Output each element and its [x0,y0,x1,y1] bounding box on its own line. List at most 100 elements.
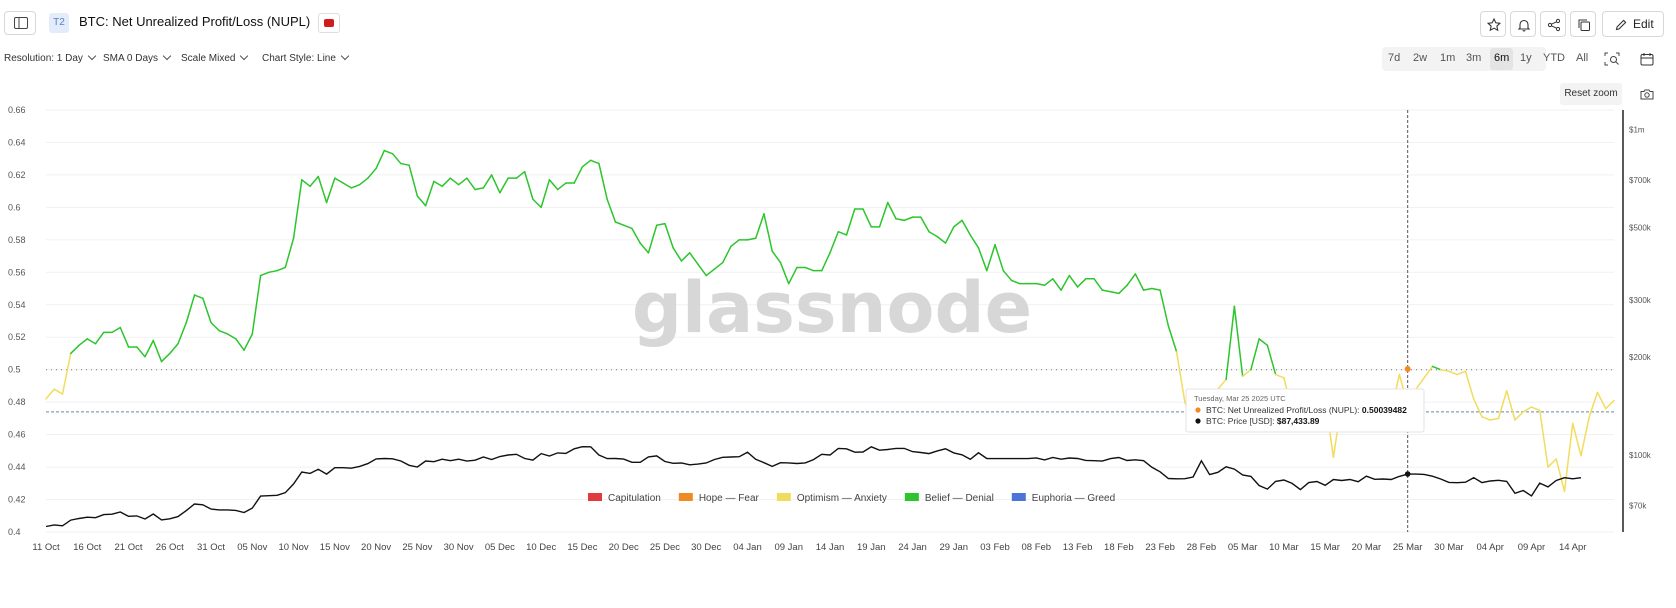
nupl-segment [903,216,914,222]
share-button[interactable] [1540,11,1566,37]
nupl-segment [986,243,996,272]
copy-icon [1578,19,1590,31]
nupl-segment [61,352,72,395]
nupl-segment [400,162,410,166]
nupl-segment [1043,278,1054,287]
legend-item[interactable]: Capitulation [608,493,661,504]
nupl-segment [1431,365,1442,371]
nupl-segment [606,198,617,223]
x-tick-label: 11 Oct [32,542,60,553]
resolution-label: Resolution: 1 Day [4,53,83,64]
range-ytd[interactable]: YTD [1543,52,1565,64]
nupl-segment [218,329,229,335]
range-selector [1382,47,1546,71]
alert-button[interactable] [1510,11,1536,37]
nupl-segment [746,237,757,241]
nupl-segment [334,177,344,184]
nupl-segment [466,177,476,191]
resolution-select[interactable]: Resolution: 1 Day [4,51,97,64]
nupl-segment [1175,351,1186,403]
nupl-segment [573,166,584,184]
nupl-segment [169,342,179,355]
y-tick-label: 0.48 [8,397,26,407]
nupl-segment [1134,273,1145,291]
nupl-segment [1505,390,1516,421]
share-icon [1547,18,1561,32]
nupl-segment [325,177,336,204]
nupl-segment [1464,370,1475,400]
nupl-segment [920,216,930,233]
sma-select[interactable]: SMA 0 Days [103,51,172,64]
nupl-segment [1258,338,1269,347]
camera-icon[interactable] [1640,88,1654,100]
x-tick-label: 30 Dec [691,542,721,553]
x-tick-label: 30 Mar [1434,542,1464,553]
y-tick-label: 0.42 [8,495,26,505]
nupl-segment [416,195,427,207]
nupl-segment [1274,373,1285,379]
nupl-segment [705,268,716,277]
nupl-segment [94,331,105,345]
nupl-segment [664,222,674,249]
nupl-segment [1563,422,1574,493]
calendar-icon[interactable] [1640,52,1654,66]
zoom-select-icon[interactable] [1604,52,1620,66]
legend-item[interactable]: Euphoria — Greed [1032,493,1115,504]
nupl-segment [1035,282,1046,287]
nupl-segment [1439,368,1450,373]
sidebar-toggle-button[interactable] [4,11,36,35]
legend-item[interactable]: Belief — Denial [925,493,994,504]
range-2w[interactable]: 2w [1413,52,1428,64]
range-7d[interactable]: 7d [1388,52,1401,64]
chart-style-select[interactable]: Chart Style: Line [262,51,350,64]
y-tick-label: 0.66 [8,105,26,115]
nupl-segment [276,266,287,272]
nupl-segment [144,339,155,358]
x-tick-label: 08 Feb [1022,542,1052,553]
nupl-segment [408,164,419,197]
range-all[interactable]: All [1576,52,1589,64]
y-tick-label: 0.58 [8,235,26,245]
nupl-segment [119,326,130,348]
nupl-segment [895,217,906,222]
nupl-segment [969,234,980,249]
copy-button[interactable] [1570,11,1596,37]
range-1y[interactable]: 1y [1520,52,1532,64]
nupl-segment [152,339,163,363]
x-tick-label: 26 Oct [156,542,184,553]
edit-button[interactable]: Edit [1602,11,1664,37]
nupl-segment [441,177,452,188]
tooltip-price-label: BTC: Price [USD]: [1206,416,1274,426]
nupl-segment [474,187,485,191]
nupl-segment [342,182,353,189]
tooltip-price-dot [1195,418,1201,424]
youtube-button[interactable] [318,13,340,33]
legend-item[interactable]: Optimism — Anxiety [797,493,887,504]
nupl-segment [1010,279,1021,285]
legend-item[interactable]: Hope — Fear [699,493,760,504]
nupl-segment [1052,278,1062,291]
y-tick-label: 0.6 [8,202,21,212]
range-6m[interactable]: 6m [1494,52,1510,64]
scale-select[interactable]: Scale Mixed [181,51,249,64]
bell-icon [1517,19,1531,32]
nupl-segment [136,346,146,358]
range-1m[interactable]: 1m [1440,52,1456,64]
nupl-segment [953,219,963,228]
nupl-chart: glassnode 0.66 0.64 0.62 0.6 0.58 0.56 0.54 0.5… [8,105,1652,553]
nupl-segment [771,250,782,264]
nupl-segment [433,180,443,188]
nupl-segment [639,242,650,254]
nupl-segment [1472,398,1483,418]
nupl-segment [383,149,394,155]
nupl-segment [301,179,311,188]
x-tick-label: 20 Mar [1352,542,1382,553]
nupl-segment [45,388,56,400]
reset-zoom-button[interactable]: Reset zoom [1560,83,1622,105]
range-3m[interactable]: 3m [1466,52,1482,64]
favorite-button[interactable] [1480,11,1506,37]
tooltip-nupl-label: BTC: Net Unrealized Profit/Loss (NUPL): [1206,405,1360,415]
nupl-segment [78,338,89,347]
x-tick-label: 13 Feb [1063,542,1093,553]
x-tick-label: 15 Dec [567,542,597,553]
